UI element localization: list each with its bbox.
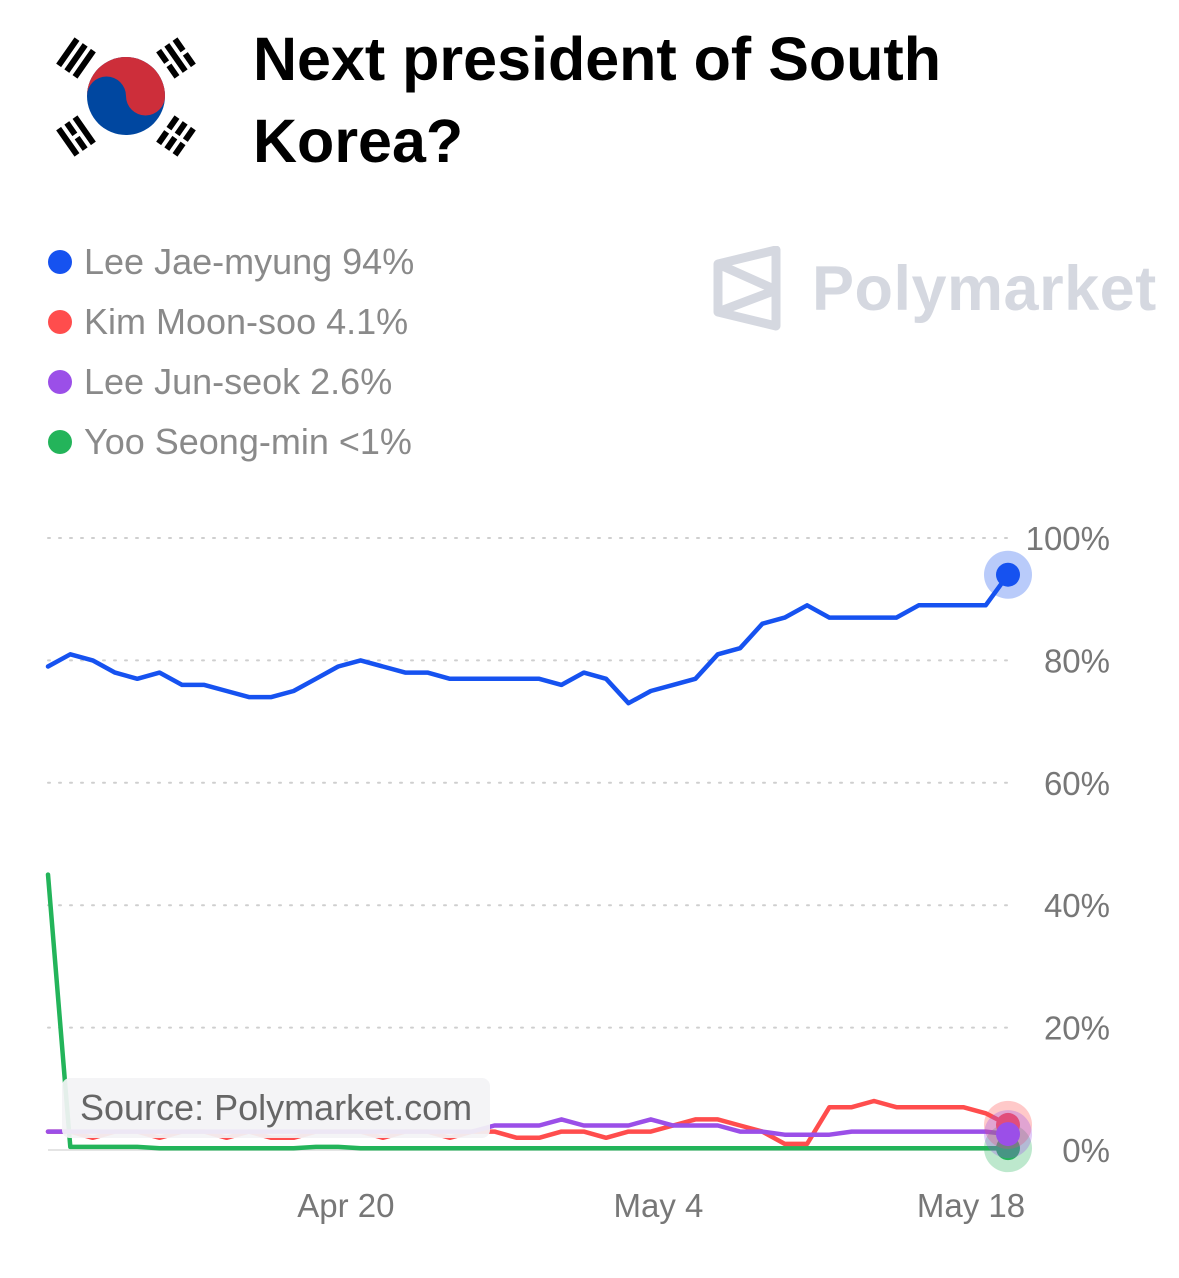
x-axis-labels: Apr 20 May 4 May 18 (297, 1187, 1025, 1224)
chart-title: Next president of South Korea? (253, 25, 941, 175)
legend: Lee Jae-myung 94% Kim Moon-soo 4.1% Lee … (48, 232, 414, 472)
legend-dot-icon (48, 370, 72, 394)
legend-item-kim-moon-soo[interactable]: Kim Moon-soo 4.1% (48, 292, 414, 352)
legend-label: Lee Jun-seok 2.6% (84, 361, 393, 402)
end-marker-dot[interactable] (996, 1122, 1020, 1147)
y-axis-labels: 100% 80% 60% 40% 20% 0% (1026, 520, 1110, 1169)
legend-dot-icon (48, 250, 72, 274)
end-markers (984, 550, 1032, 1173)
x-tick-label: May 18 (917, 1187, 1025, 1224)
series-line-yoo-seong-min[interactable] (45, 872, 1011, 1151)
legend-label: Yoo Seong-min <1% (84, 421, 412, 462)
y-tick-label: 20% (1044, 1010, 1110, 1047)
polymarket-watermark: Polymarket (712, 246, 1157, 332)
legend-label: Lee Jae-myung 94% (84, 241, 415, 282)
polymarket-logo-icon (713, 246, 781, 331)
y-tick-label: 100% (1026, 520, 1110, 557)
x-tick-label: May 4 (614, 1187, 704, 1224)
y-tick-label: 0% (1062, 1132, 1110, 1169)
y-tick-label: 40% (1044, 887, 1110, 924)
legend-item-lee-jun-seok[interactable]: Lee Jun-seok 2.6% (48, 352, 414, 412)
legend-item-lee-jae-myung[interactable]: Lee Jae-myung 94% (48, 232, 414, 292)
y-tick-label: 80% (1044, 642, 1110, 679)
legend-item-yoo-seong-min[interactable]: Yoo Seong-min <1% (48, 412, 414, 472)
legend-dot-icon (48, 310, 72, 334)
south-korea-flag-icon (56, 37, 196, 157)
series-line-lee-jae-myung[interactable] (45, 572, 1011, 706)
watermark-text: Polymarket (812, 254, 1157, 324)
legend-dot-icon (48, 430, 72, 454)
y-tick-label: 60% (1044, 765, 1110, 802)
source-label: Source: Polymarket.com (62, 1078, 491, 1138)
grid-lines (47, 537, 1009, 1151)
end-marker-dot[interactable] (996, 562, 1020, 587)
legend-label: Kim Moon-soo 4.1% (84, 301, 409, 342)
x-tick-label: Apr 20 (297, 1187, 394, 1224)
